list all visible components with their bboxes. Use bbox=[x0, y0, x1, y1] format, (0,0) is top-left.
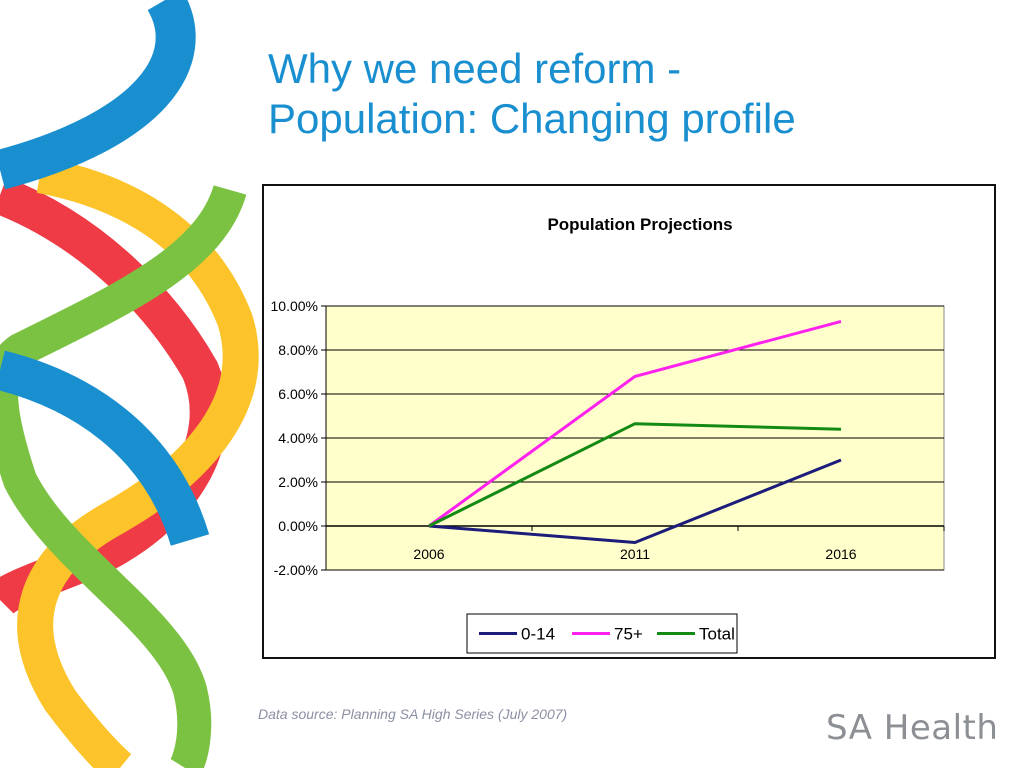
x-tick-label: 2011 bbox=[620, 546, 650, 562]
legend-label: 0-14 bbox=[521, 625, 555, 644]
ribbon-blue-band bbox=[0, 0, 210, 547]
x-tick-label: 2006 bbox=[413, 546, 444, 562]
ribbon-green-band bbox=[0, 184, 247, 768]
y-tick-label: -2.00% bbox=[274, 562, 318, 578]
chart-title: Population Projections bbox=[547, 215, 732, 234]
slide-title-line-1: Why we need reform - bbox=[268, 45, 682, 92]
legend-label: 75+ bbox=[614, 625, 643, 644]
decorative-ribbons bbox=[0, 0, 259, 768]
slide-title-line-2: Population: Changing profile bbox=[268, 95, 796, 142]
brand-logo-text: SA Health bbox=[826, 708, 999, 748]
data-source-note: Data source: Planning SA High Series (Ju… bbox=[258, 706, 568, 722]
y-tick-label: 10.00% bbox=[271, 298, 318, 314]
series-line-0-14 bbox=[428, 458, 842, 544]
y-tick-label: 8.00% bbox=[278, 342, 318, 358]
series-line-total bbox=[428, 422, 842, 528]
x-tick-label: 2016 bbox=[825, 546, 856, 562]
slide-title: Why we need reform - Population: Changin… bbox=[268, 44, 988, 144]
population-projections-chart: Population Projections -2.00% 0.00% 2.00% 4.… bbox=[271, 215, 945, 654]
y-tick-label: 0.00% bbox=[278, 518, 318, 534]
y-tick-label: 2.00% bbox=[278, 474, 318, 490]
y-tick-label: 4.00% bbox=[278, 430, 318, 446]
y-tick-label: 6.00% bbox=[278, 386, 318, 402]
series-line-75- bbox=[428, 319, 842, 528]
chart-frame: Population Projections -2.00% 0.00% 2.00% 4.… bbox=[262, 184, 996, 659]
legend-label: Total bbox=[699, 625, 735, 644]
